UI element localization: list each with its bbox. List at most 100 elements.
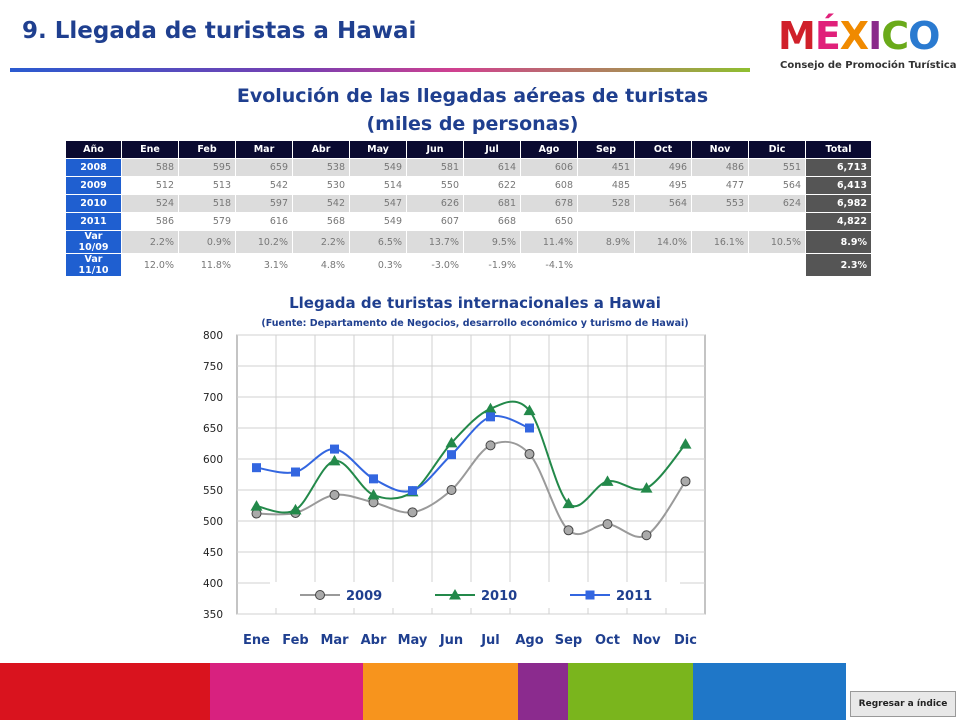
table-cell: 549 (349, 158, 407, 177)
point (640, 482, 653, 493)
table-row: 2009 512 513 542 530 514 550 622 608 485 495 477 564… (65, 176, 872, 195)
x-tick-label: Jul (480, 633, 500, 648)
point (250, 500, 263, 511)
y-tick-label: 750 (203, 361, 223, 373)
y-tick-label: 450 (203, 547, 223, 559)
x-tick-label: Abr (361, 633, 387, 648)
point (585, 590, 595, 600)
y-tick-label: 650 (203, 423, 223, 435)
table-row: Var 10/09 2.2% 0.9% 10.2% 2.2% 6.5% 13.7% 9.5% 1… (65, 230, 872, 254)
x-tick-label: Sep (555, 633, 583, 648)
legend-label: 2009 (346, 589, 382, 604)
table-cell: 595 (178, 158, 236, 177)
y-tick-label: 700 (203, 392, 223, 404)
back-button[interactable]: Regresar a índice (850, 691, 956, 717)
table-cell: 14.0% (634, 230, 692, 254)
footer-band (518, 663, 568, 720)
point (447, 450, 456, 460)
table-subtitle: (miles de personas) (366, 113, 579, 135)
table-cell: 614 (463, 158, 521, 177)
point (602, 519, 613, 530)
table-cell: 3.1% (235, 253, 293, 277)
table-cell (634, 253, 692, 277)
table-cell: 2010 (65, 194, 122, 213)
point (525, 423, 534, 433)
table-cell: 551 (748, 158, 806, 177)
point (601, 475, 614, 486)
table-cell: 547 (349, 194, 407, 213)
point (641, 530, 652, 541)
y-tick-label: 350 (203, 609, 223, 621)
y-tick-label: 550 (203, 485, 223, 497)
table-cell (691, 253, 749, 277)
point (330, 444, 339, 454)
point (291, 467, 300, 477)
table-cell: 11.4% (520, 230, 578, 254)
point (367, 488, 380, 500)
chart-subtitle: (Fuente: Departamento de Negocios, desar… (261, 318, 688, 329)
x-tick-label: Ago (515, 633, 543, 648)
point (407, 507, 418, 518)
point (524, 449, 535, 460)
column-header: Ago (520, 140, 578, 159)
x-tick-label: May (398, 633, 428, 648)
table-cell: 524 (121, 194, 179, 213)
table-cell: 13.7% (406, 230, 464, 254)
x-tick-label: Jun (439, 633, 463, 648)
table-cell: -1.9% (463, 253, 521, 277)
table-cell: 486 (691, 158, 749, 177)
point (328, 454, 341, 466)
legend-label: 2010 (481, 589, 517, 604)
table-cell: 4.8% (292, 253, 350, 277)
footer-band (210, 663, 363, 720)
table-cell: 542 (292, 194, 350, 213)
chart: Llegada de turistas internacionales a Ha… (203, 294, 706, 648)
table-cell: 6,413 (805, 176, 872, 195)
point (486, 412, 495, 422)
point (679, 438, 692, 449)
table-cell: -4.1% (520, 253, 578, 277)
point (369, 474, 378, 484)
footer-band (0, 663, 210, 720)
table-cell: 8.9% (805, 230, 872, 254)
table-cell: 2009 (65, 176, 122, 195)
table-row: 2008 588 595 659 538 549 581 614 606 451 496 486 551… (65, 158, 872, 177)
point (485, 440, 496, 451)
table-cell: 2008 (65, 158, 122, 177)
table-row: 2010 524 518 597 542 547 626 681 678 528 564 553 624… (65, 194, 872, 213)
table-cell: 538 (292, 158, 350, 177)
point (449, 589, 461, 600)
slide-title: 9. Llegada de turistas a Hawai (22, 18, 417, 44)
table-cell: 528 (577, 194, 635, 213)
table-cell: 553 (691, 194, 749, 213)
column-header: May (349, 140, 407, 159)
table-cell (577, 253, 635, 277)
legend-label: 2011 (616, 589, 652, 604)
x-tick-label: Mar (320, 633, 349, 648)
table-cell: 0.9% (178, 230, 236, 254)
table-cell: 581 (406, 158, 464, 177)
x-tick-label: Feb (282, 633, 308, 648)
point (445, 436, 458, 448)
point (680, 476, 691, 487)
table-cell: 2.2% (292, 230, 350, 254)
column-header: Nov (691, 140, 749, 159)
point (252, 463, 261, 473)
column-header: Ene (121, 140, 179, 159)
footer-band (568, 663, 693, 720)
column-header: Abr (292, 140, 350, 159)
point (315, 590, 325, 600)
table-cell: 659 (235, 158, 293, 177)
table-cell: 2011 (65, 212, 122, 231)
y-tick-label: 500 (203, 516, 223, 528)
x-tick-label: Nov (632, 633, 661, 648)
table-cell: 10.5% (748, 230, 806, 254)
point (329, 489, 340, 500)
table-cell: 2.3% (805, 253, 872, 277)
point (563, 525, 574, 536)
point (408, 486, 417, 496)
table-cell: 588 (121, 158, 179, 177)
table-cell: 606 (520, 158, 578, 177)
x-tick-label: Dic (674, 633, 697, 648)
